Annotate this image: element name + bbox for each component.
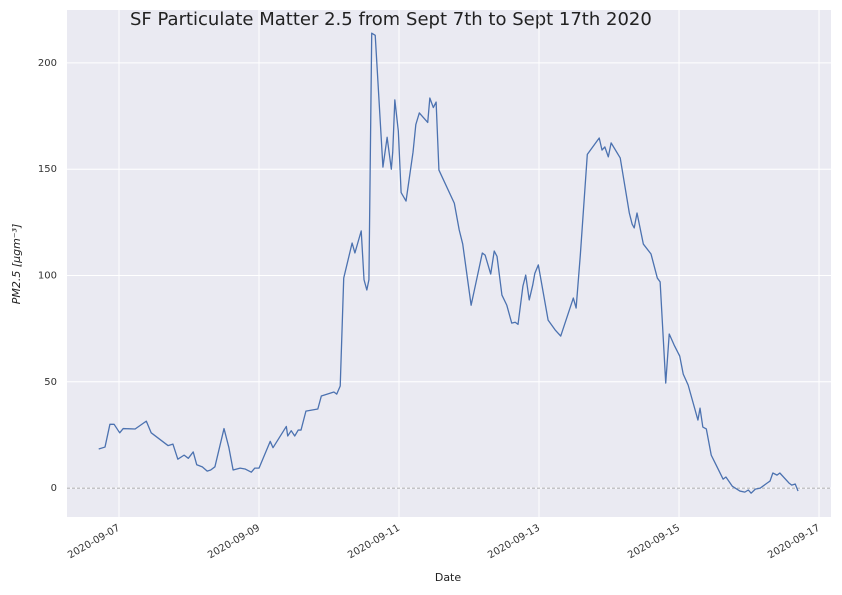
y-tick-label: 200 bbox=[38, 58, 57, 69]
data-line bbox=[98, 32, 799, 494]
y-tick-label: 100 bbox=[38, 271, 57, 282]
x-tick-label: 2020-09-13 bbox=[486, 523, 542, 562]
x-tick-label: 2020-09-17 bbox=[766, 523, 822, 562]
y-tick-label: 150 bbox=[38, 164, 57, 175]
x-tick-label: 2020-09-11 bbox=[346, 523, 402, 562]
plot-area bbox=[67, 10, 831, 517]
x-tick-label: 2020-09-09 bbox=[206, 523, 262, 562]
y-axis-label: PM2.5 [μgm⁻³] bbox=[10, 224, 23, 305]
y-tick-label: 50 bbox=[44, 377, 57, 388]
x-axis-label: Date bbox=[435, 571, 462, 584]
x-tick-label: 2020-09-15 bbox=[626, 523, 682, 562]
x-tick-label: 2020-09-07 bbox=[66, 523, 122, 562]
y-tick-label: 0 bbox=[51, 483, 57, 494]
chart-title: SF Particulate Matter 2.5 from Sept 7th … bbox=[130, 9, 652, 30]
